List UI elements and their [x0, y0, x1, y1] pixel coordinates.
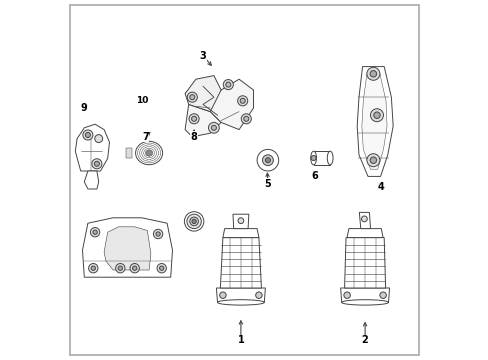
Text: 6: 6: [311, 171, 317, 181]
Polygon shape: [361, 74, 386, 169]
Polygon shape: [84, 171, 99, 189]
Text: 7: 7: [142, 132, 148, 142]
Polygon shape: [185, 104, 221, 137]
Circle shape: [93, 230, 97, 234]
Circle shape: [225, 82, 230, 87]
Ellipse shape: [310, 151, 316, 165]
Circle shape: [370, 109, 383, 122]
Circle shape: [132, 266, 137, 270]
Circle shape: [186, 214, 201, 229]
Circle shape: [192, 219, 196, 224]
Circle shape: [255, 292, 262, 298]
Circle shape: [310, 156, 316, 161]
Polygon shape: [340, 288, 389, 302]
Circle shape: [262, 155, 273, 166]
Text: 9: 9: [81, 103, 87, 113]
Circle shape: [343, 292, 349, 298]
Circle shape: [366, 154, 379, 167]
Polygon shape: [359, 212, 370, 229]
Polygon shape: [344, 238, 385, 288]
Circle shape: [115, 264, 125, 273]
Text: 3: 3: [199, 51, 206, 61]
Polygon shape: [356, 67, 392, 176]
Circle shape: [130, 264, 139, 273]
Circle shape: [95, 135, 102, 143]
Circle shape: [187, 92, 197, 102]
Circle shape: [240, 98, 244, 103]
Polygon shape: [125, 148, 132, 158]
Circle shape: [366, 67, 379, 80]
Circle shape: [189, 217, 198, 226]
Polygon shape: [104, 227, 151, 270]
Text: 5: 5: [264, 179, 271, 189]
Polygon shape: [216, 288, 265, 302]
Polygon shape: [75, 124, 109, 171]
Polygon shape: [346, 229, 382, 238]
Ellipse shape: [217, 300, 264, 305]
Circle shape: [90, 228, 100, 237]
Circle shape: [189, 95, 194, 100]
Polygon shape: [82, 218, 172, 277]
Circle shape: [85, 132, 90, 138]
Circle shape: [244, 116, 248, 121]
Circle shape: [219, 292, 225, 298]
Ellipse shape: [135, 141, 163, 165]
Circle shape: [184, 212, 203, 231]
Circle shape: [191, 116, 196, 121]
Circle shape: [189, 114, 199, 124]
Circle shape: [257, 149, 278, 171]
Polygon shape: [313, 151, 329, 165]
Circle shape: [208, 122, 219, 133]
Polygon shape: [220, 238, 261, 288]
Circle shape: [237, 96, 247, 106]
Circle shape: [238, 218, 244, 224]
Circle shape: [369, 71, 376, 77]
Ellipse shape: [145, 150, 152, 156]
Circle shape: [159, 266, 163, 270]
Circle shape: [92, 159, 102, 169]
Polygon shape: [223, 229, 258, 238]
Circle shape: [94, 161, 99, 166]
Circle shape: [373, 112, 380, 118]
Circle shape: [118, 266, 122, 270]
Circle shape: [379, 292, 386, 298]
Text: 1: 1: [237, 335, 244, 345]
Circle shape: [211, 125, 216, 130]
Circle shape: [91, 266, 95, 270]
Circle shape: [223, 80, 233, 90]
Circle shape: [265, 158, 270, 163]
Polygon shape: [210, 79, 253, 130]
Text: 8: 8: [190, 132, 197, 142]
Polygon shape: [185, 76, 221, 112]
Ellipse shape: [341, 300, 387, 305]
Circle shape: [88, 264, 98, 273]
Text: 4: 4: [377, 182, 384, 192]
Circle shape: [241, 114, 251, 124]
Circle shape: [369, 157, 376, 163]
Circle shape: [82, 130, 93, 140]
Circle shape: [153, 229, 163, 239]
Text: 10: 10: [136, 96, 148, 105]
Circle shape: [157, 264, 166, 273]
Ellipse shape: [326, 151, 332, 165]
Text: 2: 2: [361, 335, 368, 345]
Circle shape: [361, 216, 366, 222]
Circle shape: [156, 232, 160, 236]
Polygon shape: [232, 214, 248, 229]
